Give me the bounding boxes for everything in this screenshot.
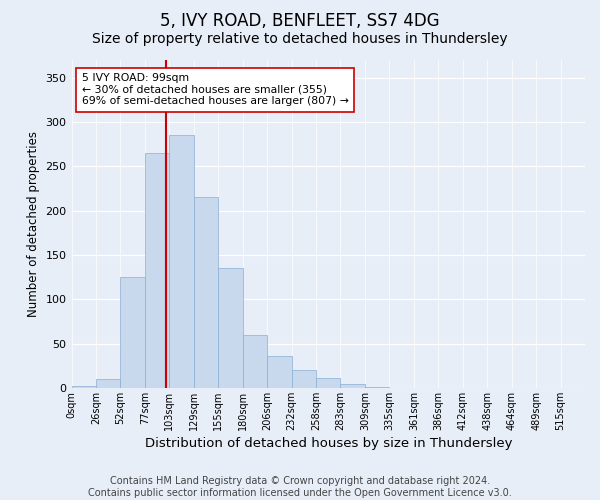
Bar	[365, 387, 389, 388]
Text: Contains HM Land Registry data © Crown copyright and database right 2024.
Contai: Contains HM Land Registry data © Crown c…	[88, 476, 512, 498]
X-axis label: Distribution of detached houses by size in Thundersley: Distribution of detached houses by size …	[145, 437, 512, 450]
Bar	[292, 370, 316, 388]
Bar	[267, 356, 292, 388]
Bar	[96, 379, 121, 388]
Bar	[71, 386, 96, 388]
Bar	[121, 277, 145, 388]
Y-axis label: Number of detached properties: Number of detached properties	[27, 131, 40, 317]
Bar	[194, 198, 218, 388]
Text: 5, IVY ROAD, BENFLEET, SS7 4DG: 5, IVY ROAD, BENFLEET, SS7 4DG	[160, 12, 440, 30]
Bar	[145, 153, 169, 388]
Text: Size of property relative to detached houses in Thundersley: Size of property relative to detached ho…	[92, 32, 508, 46]
Bar	[340, 384, 365, 388]
Bar	[169, 136, 194, 388]
Bar	[316, 378, 340, 388]
Bar	[242, 334, 267, 388]
Text: 5 IVY ROAD: 99sqm
← 30% of detached houses are smaller (355)
69% of semi-detache: 5 IVY ROAD: 99sqm ← 30% of detached hous…	[82, 73, 349, 106]
Bar	[218, 268, 242, 388]
